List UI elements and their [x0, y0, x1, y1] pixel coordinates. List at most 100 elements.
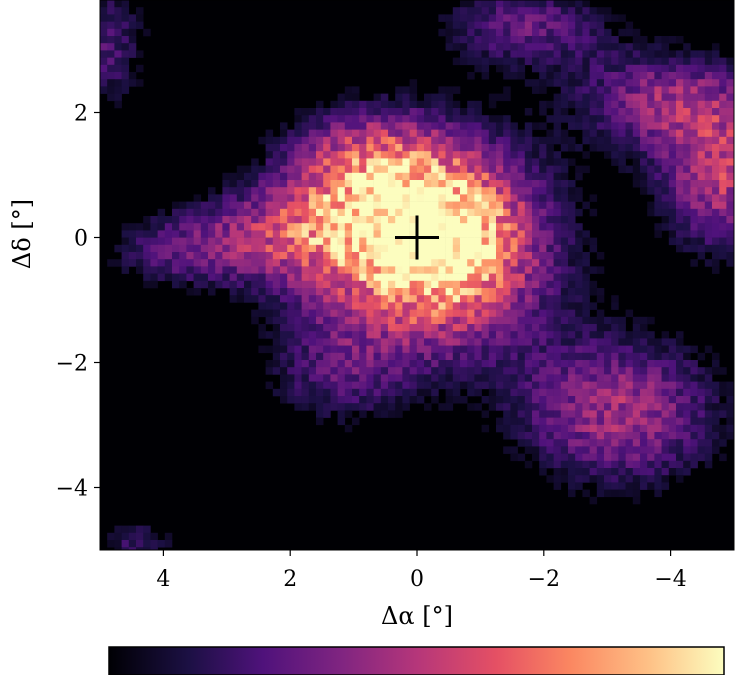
- heat-cell: [179, 252, 187, 260]
- heat-cell: [503, 223, 511, 231]
- heat-cell: [539, 21, 547, 30]
- heat-cell: [380, 230, 389, 238]
- heat-cell: [337, 136, 346, 145]
- heat-cell: [640, 187, 648, 195]
- heat-cell: [640, 115, 648, 123]
- heat-cell: [668, 216, 677, 224]
- heat-cell: [496, 403, 504, 411]
- heat-cell: [647, 403, 655, 411]
- heat-cell: [280, 244, 288, 253]
- heat-cell: [366, 180, 374, 188]
- heat-cell: [373, 115, 382, 123]
- heat-cell: [726, 122, 734, 130]
- heat-cell: [452, 7, 461, 15]
- heat-cell: [280, 208, 288, 217]
- heat-cell: [330, 122, 338, 130]
- heat-cell: [452, 43, 461, 51]
- heat-cell: [272, 165, 281, 174]
- heat-cell: [316, 237, 324, 246]
- heat-cell: [208, 266, 216, 274]
- heat-cell: [654, 367, 662, 375]
- heat-cell: [640, 403, 648, 411]
- heat-cell: [287, 165, 295, 174]
- heat-cell: [431, 172, 439, 181]
- heat-cell: [524, 21, 533, 30]
- heat-cell: [114, 21, 122, 30]
- heat-cell: [402, 129, 410, 138]
- heat-cell: [589, 403, 598, 411]
- heat-cell: [344, 338, 353, 346]
- heat-cell: [251, 172, 259, 181]
- heat-cell: [596, 28, 605, 37]
- heat-cell: [323, 302, 331, 310]
- heat-cell: [337, 338, 346, 346]
- heat-cell: [604, 100, 612, 109]
- heat-cell: [632, 93, 641, 102]
- heat-cell: [661, 338, 670, 346]
- heat-cell: [460, 165, 468, 174]
- heat-cell: [402, 273, 410, 282]
- heat-cell: [654, 79, 662, 87]
- heat-cell: [560, 432, 569, 440]
- heat-cell: [496, 381, 504, 390]
- heat-cell: [625, 309, 634, 318]
- heat-cell: [251, 244, 259, 253]
- heat-cell: [452, 108, 461, 116]
- heat-cell: [661, 187, 670, 195]
- heat-cell: [632, 453, 641, 462]
- heat-cell: [416, 288, 425, 296]
- heat-cell: [661, 403, 670, 411]
- heat-cell: [632, 475, 641, 483]
- heat-cell: [287, 158, 295, 166]
- heat-cell: [510, 201, 518, 210]
- heat-cell: [503, 360, 511, 368]
- heat-cell: [323, 237, 331, 246]
- heat-cell: [330, 151, 338, 159]
- heat-cell: [546, 14, 554, 22]
- heat-cell: [517, 21, 526, 30]
- heat-cell: [683, 194, 691, 202]
- heat-cell: [416, 172, 425, 181]
- heat-cell: [308, 244, 317, 253]
- heat-cell: [438, 266, 446, 274]
- heat-cell: [258, 266, 266, 274]
- heat-cell: [719, 86, 727, 94]
- heat-cell: [661, 396, 670, 404]
- heat-cell: [647, 381, 655, 390]
- heat-cell: [337, 122, 346, 130]
- heat-cell: [308, 273, 317, 282]
- heat-cell: [532, 14, 540, 22]
- heat-cell: [496, 57, 504, 66]
- heat-cell: [352, 187, 360, 195]
- heat-cell: [395, 360, 403, 368]
- heat-cell: [136, 237, 144, 246]
- heat-cell: [488, 324, 497, 332]
- heat-cell: [517, 403, 526, 411]
- x-tick-label: 4: [156, 567, 170, 592]
- heat-cell: [560, 100, 569, 109]
- heat-cell: [625, 453, 634, 462]
- heat-cell: [553, 100, 562, 109]
- heat-cell: [272, 352, 281, 361]
- heat-cell: [719, 100, 727, 109]
- heat-cell: [380, 367, 389, 375]
- heat-cell: [402, 93, 410, 102]
- heat-cell: [452, 151, 461, 159]
- heat-cell: [510, 57, 518, 66]
- heat-cell: [568, 439, 576, 447]
- heat-cell: [611, 360, 619, 368]
- heat-cell: [546, 410, 554, 418]
- heat-cell: [604, 57, 612, 66]
- heat-cell: [654, 208, 662, 217]
- heat-cell: [546, 136, 554, 145]
- heat-cell: [388, 165, 396, 174]
- heat-cell: [604, 360, 612, 368]
- heat-cell: [726, 216, 734, 224]
- heat-cell: [726, 86, 734, 94]
- heat-cell: [625, 129, 634, 138]
- heat-cell: [359, 100, 367, 109]
- heat-cell: [337, 158, 346, 166]
- heat-cell: [474, 381, 482, 390]
- heat-cell: [647, 100, 655, 109]
- heat-cell: [416, 237, 425, 246]
